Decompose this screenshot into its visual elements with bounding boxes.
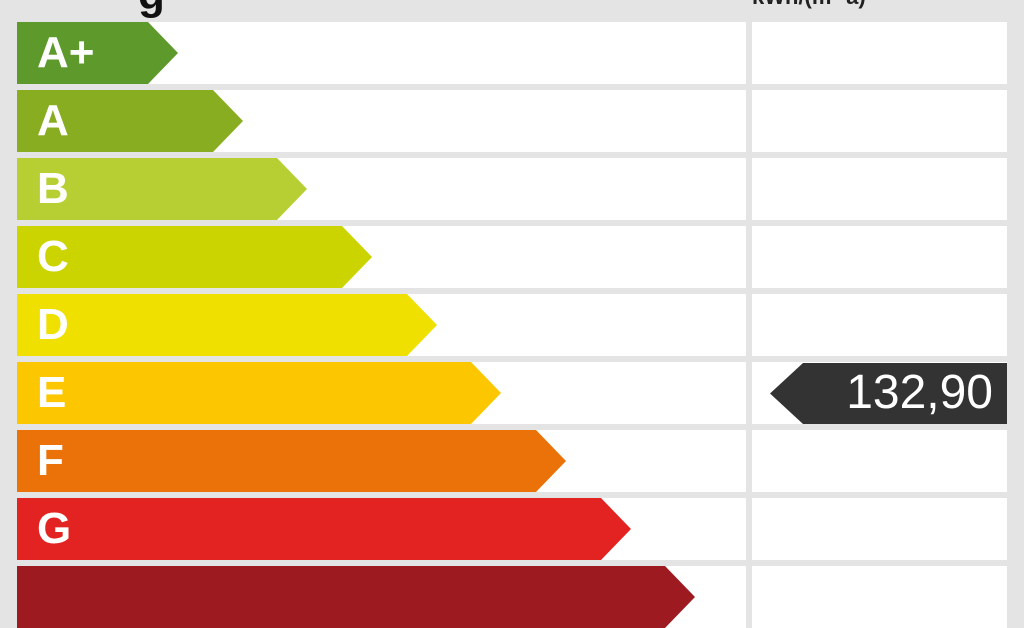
bar-cell: D	[17, 294, 746, 356]
class-label: D	[37, 300, 69, 349]
class-row: C	[17, 226, 1007, 288]
class-row: A	[17, 90, 1007, 152]
rating-value: 132,90	[846, 366, 993, 419]
class-bar	[17, 566, 695, 628]
class-label: B	[37, 164, 69, 213]
class-bar: D	[17, 294, 437, 356]
class-row: D	[17, 294, 1007, 356]
class-bar: B	[17, 158, 307, 220]
class-row	[17, 566, 1007, 628]
bar-cell: B	[17, 158, 746, 220]
bar-cell: A	[17, 90, 746, 152]
class-row: F	[17, 430, 1007, 492]
class-bar: F	[17, 430, 566, 492]
class-label: G	[37, 504, 72, 553]
class-bar: A	[17, 90, 243, 152]
class-row: E 132,90	[17, 362, 1007, 424]
class-label: A	[37, 96, 69, 145]
bar-cell	[17, 566, 746, 628]
value-cell	[752, 430, 1007, 492]
value-cell	[752, 158, 1007, 220]
value-cell	[752, 566, 1007, 628]
class-bar: G	[17, 498, 631, 560]
bar-cell: E	[17, 362, 746, 424]
value-cell	[752, 90, 1007, 152]
class-row: A+	[17, 22, 1007, 84]
bar-cell: C	[17, 226, 746, 288]
value-cell	[752, 294, 1007, 356]
bar-cell: G	[17, 498, 746, 560]
value-cell	[752, 226, 1007, 288]
class-bar: E	[17, 362, 501, 424]
bar-cell: F	[17, 430, 746, 492]
unit-label: kWh/(m²·a)	[752, 0, 866, 10]
value-cell	[752, 22, 1007, 84]
class-bar: A+	[17, 22, 178, 84]
class-row: B	[17, 158, 1007, 220]
class-label: A+	[37, 28, 95, 77]
class-label: F	[37, 436, 64, 485]
value-cell	[752, 498, 1007, 560]
class-row: G	[17, 498, 1007, 560]
rating-badge: 132,90	[770, 363, 1007, 424]
class-bar: C	[17, 226, 372, 288]
label-title: g	[138, 0, 165, 20]
class-label: C	[37, 232, 69, 281]
class-label: E	[37, 368, 67, 417]
bar-cell: A+	[17, 22, 746, 84]
